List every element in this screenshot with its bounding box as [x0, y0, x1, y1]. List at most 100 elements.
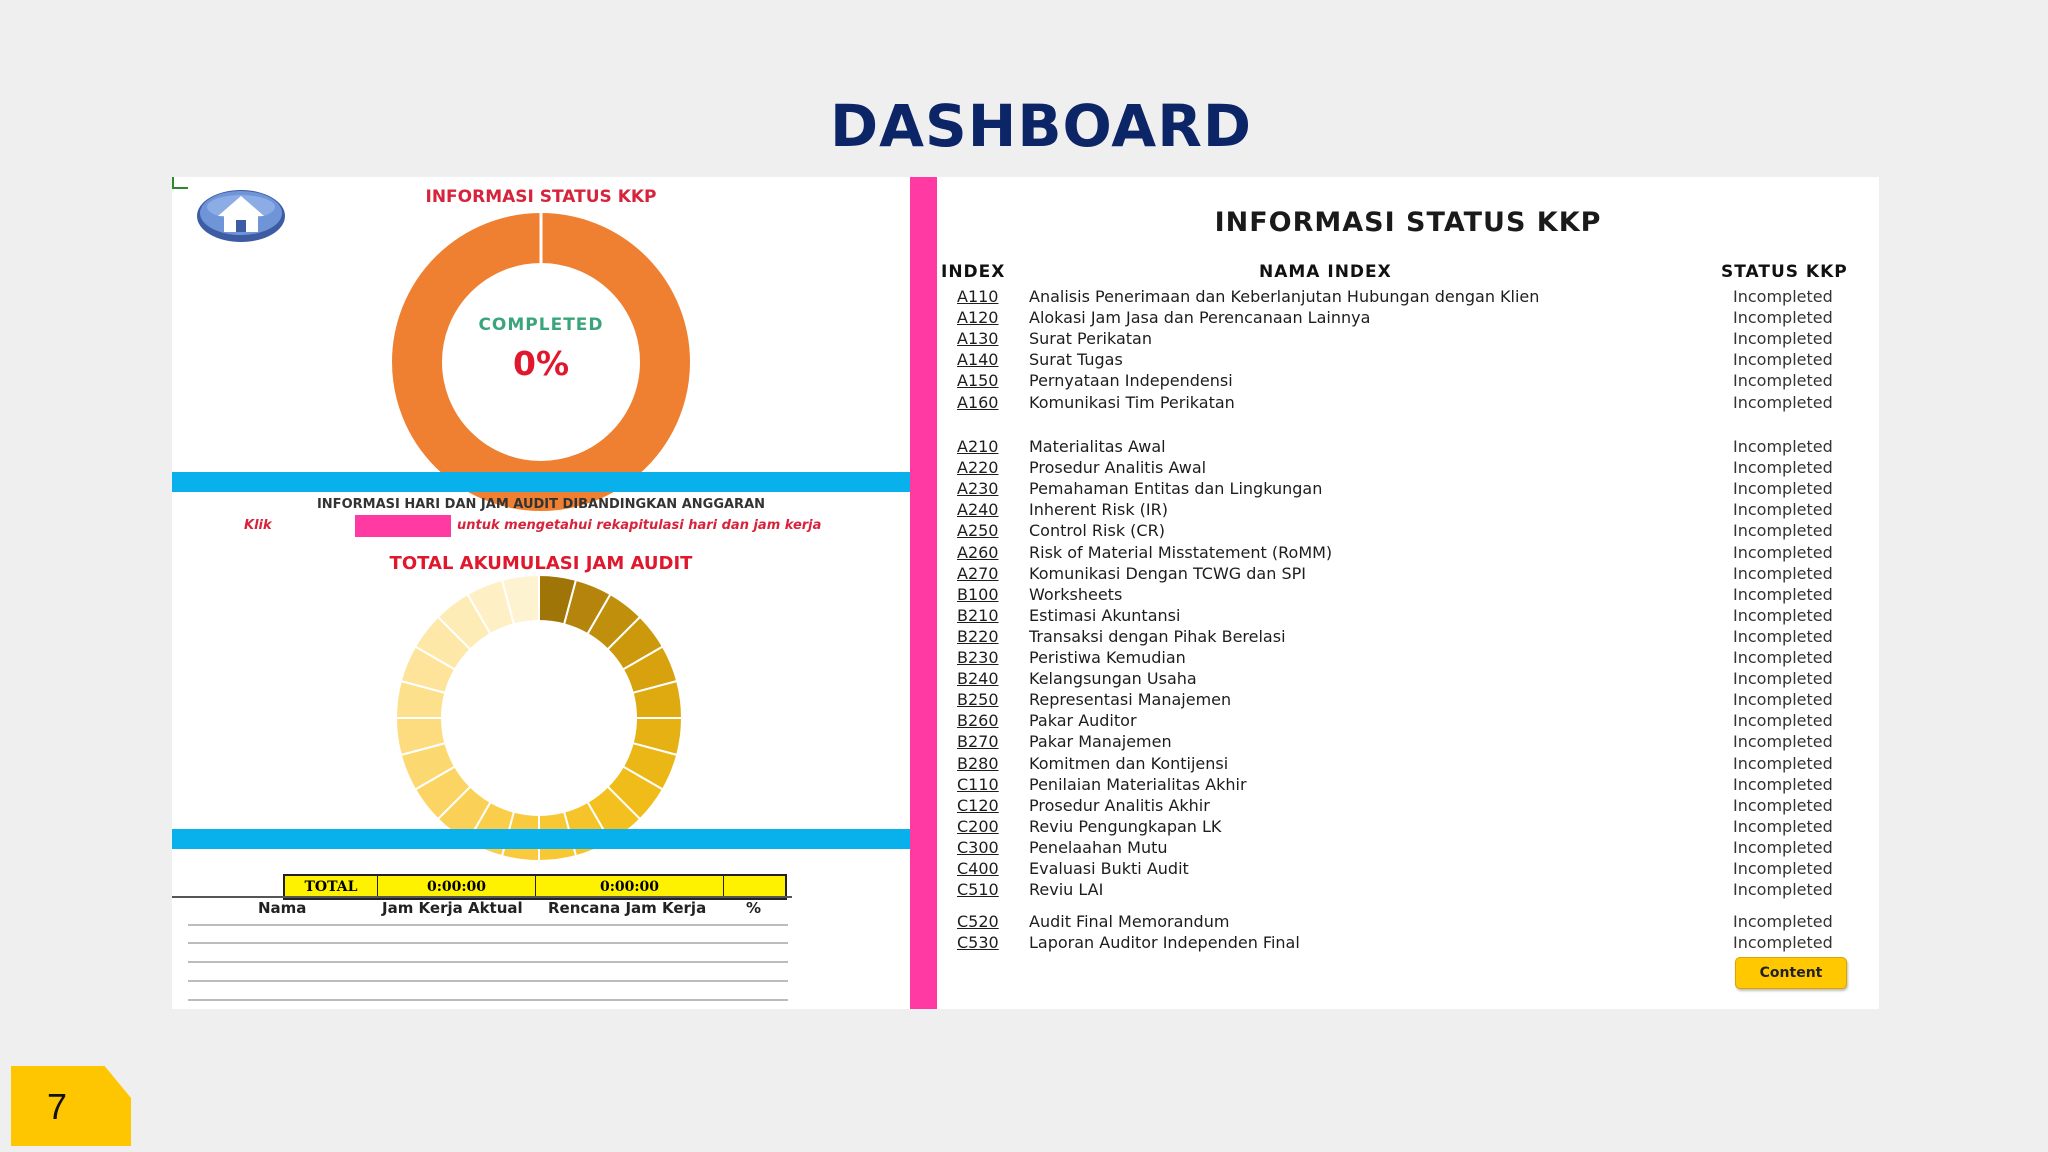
index-link[interactable]: B250 [957, 690, 999, 710]
content-button[interactable]: Content [1735, 957, 1847, 989]
index-name: Surat Tugas [1029, 350, 1123, 370]
index-name: Pemahaman Entitas dan Lingkungan [1029, 479, 1323, 499]
index-link[interactable]: A270 [957, 563, 999, 583]
index-link[interactable]: B220 [957, 626, 999, 646]
status-kkp: Incompleted [1733, 933, 1833, 952]
col-nama: Nama [258, 899, 307, 917]
table-row: C520 Audit Final Memorandum Incompleted [937, 912, 1879, 933]
status-kkp: Incompleted [1733, 308, 1833, 328]
page-title: DASHBOARD [830, 92, 1252, 160]
col-jam-aktual: Jam Kerja Aktual [382, 899, 523, 917]
index-link[interactable]: C200 [957, 816, 999, 836]
home-icon[interactable] [196, 185, 286, 245]
table-row: C400 Evaluasi Bukti Audit Incompleted [937, 859, 1879, 880]
section-divider [172, 472, 910, 492]
index-link[interactable]: A120 [957, 308, 999, 328]
status-kkp: Incompleted [1733, 458, 1833, 478]
status-kkp: Incompleted [1733, 371, 1833, 391]
panel-separator [910, 177, 937, 1009]
table-row: B210 Estimasi Akuntansi Incompleted [937, 606, 1879, 627]
index-link[interactable]: B100 [957, 584, 999, 604]
table-row: B100 Worksheets Incompleted [937, 585, 1879, 606]
status-kkp: Incompleted [1733, 437, 1833, 456]
index-link[interactable]: A250 [957, 521, 999, 541]
table-row: A270 Komunikasi Dengan TCWG dan SPI Incomp… [937, 564, 1879, 585]
index-link[interactable]: B280 [957, 753, 999, 773]
index-name: Worksheets [1029, 584, 1123, 604]
status-kkp: Incompleted [1733, 648, 1833, 667]
status-kkp: Incompleted [1733, 392, 1833, 412]
index-link[interactable]: C110 [957, 774, 999, 794]
status-kkp: Incompleted [1733, 287, 1833, 306]
table-row: A240 Inherent Risk (IR) Incompleted [937, 500, 1879, 521]
index-name: Risk of Material Misstatement (RoMM) [1029, 542, 1333, 562]
status-kkp: Incompleted [1733, 500, 1833, 520]
hours-table-header: Nama Jam Kerja Aktual Rencana Jam Kerja … [172, 899, 802, 921]
table-row: B270 Pakar Manajemen Incompleted [937, 732, 1879, 753]
index-link[interactable]: A220 [957, 458, 999, 478]
index-name: Analisis Penerimaan dan Keberlanjutan Hu… [1029, 287, 1540, 306]
table-row: C200 Reviu Pengungkapan LK Incompleted [937, 817, 1879, 838]
completed-label: COMPLETED [478, 315, 603, 335]
table-row: A230 Pemahaman Entitas dan Lingkungan Inco… [937, 479, 1879, 500]
index-name: Reviu Pengungkapan LK [1029, 816, 1222, 836]
index-link[interactable]: C520 [957, 912, 999, 931]
status-kkp: Incompleted [1733, 479, 1833, 499]
index-link[interactable]: A110 [957, 287, 999, 306]
index-link[interactable]: B260 [957, 711, 999, 731]
index-name: Reviu LAI [1029, 880, 1104, 900]
status-kkp: Incompleted [1733, 859, 1833, 878]
total-label: TOTAL [285, 876, 378, 898]
rekap-button[interactable] [355, 515, 451, 537]
index-link[interactable]: A150 [957, 371, 999, 391]
table-row: C510 Reviu LAI Incompleted [937, 880, 1879, 901]
status-kkp: Incompleted [1733, 711, 1833, 731]
index-name: Control Risk (CR) [1029, 521, 1165, 541]
index-link[interactable]: A260 [957, 542, 999, 562]
index-name: Komunikasi Dengan TCWG dan SPI [1029, 563, 1306, 583]
index-link[interactable]: A210 [957, 437, 999, 456]
status-kkp: Incompleted [1733, 521, 1833, 541]
index-name: Komitmen dan Kontijensi [1029, 753, 1229, 773]
header-name: NAMA INDEX [1259, 262, 1392, 282]
index-link[interactable]: C510 [957, 880, 999, 900]
status-kkp: Incompleted [1733, 837, 1833, 857]
status-kkp: Incompleted [1733, 563, 1833, 583]
total-percent [724, 876, 784, 898]
table-row: A260 Risk of Material Misstatement (RoMM)… [937, 543, 1879, 564]
index-link[interactable]: B230 [957, 648, 999, 667]
index-link[interactable]: C300 [957, 837, 999, 857]
status-kkp: Incompleted [1733, 605, 1833, 625]
table-row: C110 Penilaian Materialitas Akhir Incomple… [937, 775, 1879, 796]
table-row: A120 Alokasi Jam Jasa dan Perencanaan Lai… [937, 308, 1879, 329]
table-row: B280 Komitmen dan Kontijensi Incompleted [937, 754, 1879, 775]
index-link[interactable]: B240 [957, 669, 999, 689]
index-link[interactable]: B210 [957, 605, 999, 625]
index-link[interactable]: C530 [957, 933, 999, 952]
table-row: A160 Komunikasi Tim Perikatan Incompleted [937, 393, 1879, 414]
index-link[interactable]: A160 [957, 392, 999, 412]
completed-value: 0% [513, 344, 569, 383]
index-link[interactable]: C120 [957, 795, 999, 815]
index-name: Kelangsungan Usaha [1029, 669, 1197, 689]
kkp-list-title: INFORMASI STATUS KKP [1214, 207, 1602, 238]
index-link[interactable]: A130 [957, 329, 999, 349]
index-link[interactable]: B270 [957, 732, 999, 752]
table-row: C300 Penelaahan Mutu Incompleted [937, 838, 1879, 859]
table-row [188, 942, 788, 944]
page-number-tag: 7 [11, 1066, 131, 1146]
index-name: Pakar Manajemen [1029, 732, 1172, 752]
index-name: Transaksi dengan Pihak Berelasi [1029, 626, 1286, 646]
index-name: Alokasi Jam Jasa dan Perencanaan Lainnya [1029, 308, 1371, 328]
right-panel: INFORMASI STATUS KKP INDEX NAMA INDEX ST… [937, 177, 1879, 1009]
index-name: Pakar Auditor [1029, 711, 1137, 731]
index-link[interactable]: C400 [957, 859, 999, 878]
status-kkp: Incompleted [1733, 669, 1833, 689]
status-kkp: Incompleted [1733, 329, 1833, 349]
index-name: Laporan Auditor Independen Final [1029, 933, 1300, 952]
index-name: Penelaahan Mutu [1029, 837, 1168, 857]
index-link[interactable]: A140 [957, 350, 999, 370]
index-link[interactable]: A230 [957, 479, 999, 499]
index-name: Evaluasi Bukti Audit [1029, 859, 1189, 878]
index-link[interactable]: A240 [957, 500, 999, 520]
